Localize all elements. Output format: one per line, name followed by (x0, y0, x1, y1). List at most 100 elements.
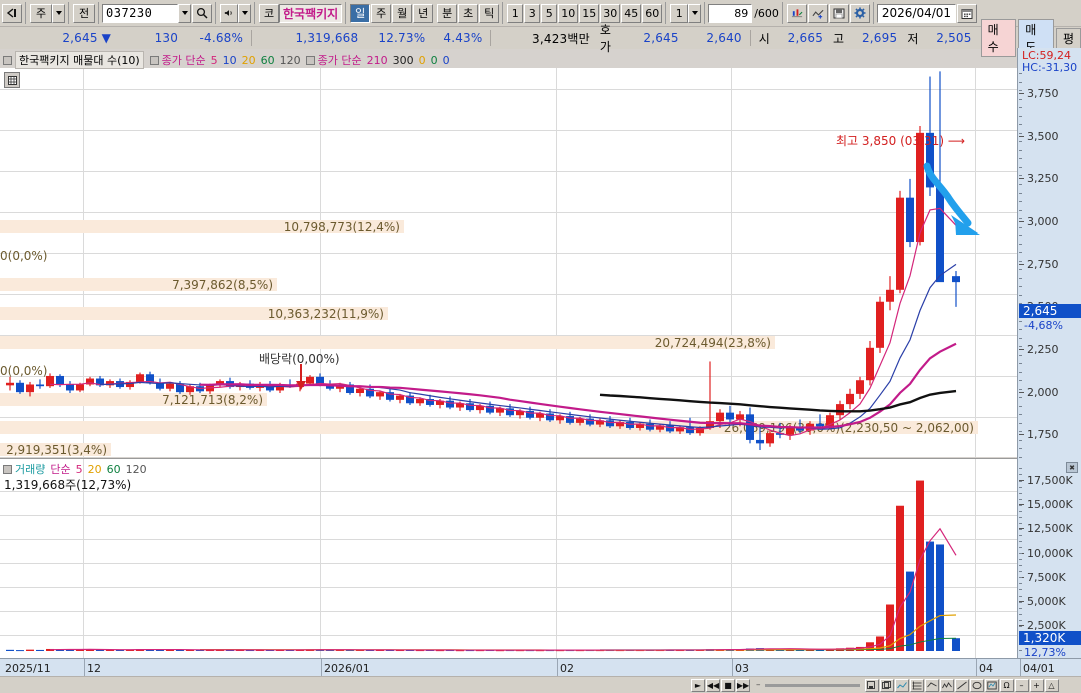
volume-bar (26, 649, 34, 651)
period-select-button[interactable]: 주 (30, 3, 52, 23)
candle-body (646, 423, 654, 430)
axis-hc-label: HC:-31,30 (1022, 61, 1078, 74)
fib-icon[interactable] (909, 678, 924, 692)
legend-toggle-icon[interactable] (3, 55, 12, 65)
volume-ma-line (49, 527, 957, 651)
candle-body (616, 422, 624, 427)
price-axis-minortick (1019, 226, 1022, 228)
back-arrow-icon[interactable] (2, 3, 22, 23)
sound-dropdown-icon[interactable] (238, 3, 251, 23)
compare-chart-icon[interactable] (786, 3, 807, 23)
volume-legend-toggle-icon[interactable] (3, 464, 12, 474)
speaker-icon[interactable] (220, 3, 238, 23)
time-axis-separator (557, 659, 558, 677)
volume-axis-minortick (1019, 589, 1022, 591)
tick-group[interactable]: 1 (665, 2, 702, 24)
volume-axis[interactable]: ✖ 17,500K 15,000K 12,500K 10,000K 7,500K 5,00… (1017, 458, 1081, 659)
interval-button-minute[interactable]: 분 (437, 3, 458, 23)
fast-forward-icon[interactable]: ▶▶ (736, 678, 750, 692)
price-axis-minortick (1019, 141, 1022, 143)
chart-tools-group[interactable] (781, 2, 870, 24)
calendar-icon[interactable] (957, 3, 978, 23)
interval-button-second[interactable]: 초 (458, 3, 479, 23)
price-axis-minortick (1019, 448, 1022, 450)
minute-button-10[interactable]: 10 (558, 3, 579, 23)
sound-group[interactable] (215, 2, 251, 24)
interval-button-tick[interactable]: 틱 (479, 3, 500, 23)
period-select-group[interactable]: 주 (25, 2, 65, 24)
copy-pane-icon[interactable] (879, 678, 894, 692)
interval-button-week[interactable]: 주 (371, 3, 392, 23)
interval-group[interactable]: 일 주 월 년 분 초 틱 (345, 2, 500, 24)
frame-icon[interactable] (984, 678, 999, 692)
gridline (731, 68, 732, 457)
ma2-legend-toggle-icon[interactable] (305, 55, 315, 65)
prev-group[interactable]: 전 (68, 2, 95, 24)
text-icon[interactable]: Ω (999, 678, 1014, 692)
rewind-icon[interactable]: ◀◀ (706, 678, 720, 692)
date-group[interactable]: 2026/04/01 (872, 2, 978, 24)
interval-button-year[interactable]: 년 (413, 3, 434, 23)
time-axis[interactable]: 2025/11 12 2026/01 02 03 04 04/01 (0, 658, 1081, 677)
close-icon[interactable]: ✖ (1066, 462, 1078, 473)
indicator-icon[interactable] (807, 3, 828, 23)
ma-legend-toggle-icon[interactable] (149, 55, 159, 65)
minute-button-45[interactable]: 45 (621, 3, 642, 23)
minute-button-60[interactable]: 60 (642, 3, 663, 23)
minute-button-1[interactable]: 1 (507, 3, 524, 23)
handdrawn-arrow-annotation (923, 162, 980, 235)
interval-button-month[interactable]: 월 (392, 3, 413, 23)
plus-icon[interactable]: + (1029, 678, 1044, 692)
tick-value-button[interactable]: 1 (670, 3, 689, 23)
period-dropdown-icon[interactable] (52, 3, 65, 23)
zoom-slider[interactable]: – (756, 680, 864, 690)
gear-icon[interactable] (849, 3, 870, 23)
add-pane-icon[interactable] (864, 678, 879, 692)
tick-dropdown-icon[interactable] (688, 3, 702, 23)
volume-profile-table-icon[interactable] (4, 72, 20, 88)
price-axis-minortick (1019, 158, 1022, 160)
minute-group[interactable]: 1 3 5 10 15 30 45 60 (502, 2, 663, 24)
volume-ma-60: 60 (106, 462, 121, 476)
volume-chart-pane[interactable] (0, 458, 1017, 659)
candle-body (556, 416, 564, 421)
channel-icon[interactable] (924, 678, 939, 692)
date-input[interactable]: 2026/04/01 (876, 3, 957, 23)
minute-button-5[interactable]: 5 (541, 3, 558, 23)
candle-body (396, 395, 404, 400)
time-axis-separator (976, 659, 977, 677)
price-axis-minortick (1019, 414, 1022, 416)
minute-button-3[interactable]: 3 (524, 3, 541, 23)
price-axis-minortick (1019, 81, 1022, 83)
triangle-icon[interactable]: △ (1044, 678, 1059, 692)
minute-button-15[interactable]: 15 (579, 3, 600, 23)
candle-body (126, 381, 134, 388)
search-icon[interactable] (192, 3, 212, 23)
price-change: 130 (154, 31, 179, 45)
line-icon[interactable] (954, 678, 969, 692)
wave-icon[interactable] (939, 678, 954, 692)
prev-button[interactable]: 전 (73, 3, 95, 23)
minus-icon[interactable]: – (1014, 678, 1029, 692)
volume-bar (886, 604, 894, 651)
price-chart-pane[interactable]: 10,798,773(12,4%) 0(0,0%) 7,397,862(8,5%) 1… (0, 68, 1017, 457)
stop-icon[interactable]: ■ (721, 678, 735, 692)
stock-code-input[interactable]: 037230 (102, 3, 178, 23)
minute-button-30[interactable]: 30 (600, 3, 621, 23)
flat-button[interactable]: 평 (1056, 27, 1081, 49)
code-dropdown-icon[interactable] (178, 3, 191, 23)
trend-icon[interactable] (894, 678, 909, 692)
play-icon[interactable]: ► (691, 678, 705, 692)
gridline (0, 611, 1017, 612)
save-icon[interactable] (828, 3, 849, 23)
ma-value-20: 20 (241, 53, 256, 67)
interval-button-day[interactable]: 일 (350, 3, 371, 23)
code-group[interactable]: 037230 (98, 2, 212, 24)
volume-profile-label: 2,919,351(3,4%) (6, 442, 107, 457)
count-group[interactable]: 89 /600 (704, 2, 779, 24)
volume-bar (36, 649, 44, 651)
price-axis[interactable]: LC:59,24 HC:-31,30 3,750 3,500 3,250 3,000 2… (1017, 48, 1081, 458)
ellipse-icon[interactable] (969, 678, 984, 692)
buy-button[interactable]: 매수 (980, 19, 1017, 57)
bar-count-input[interactable]: 89 (708, 3, 753, 23)
